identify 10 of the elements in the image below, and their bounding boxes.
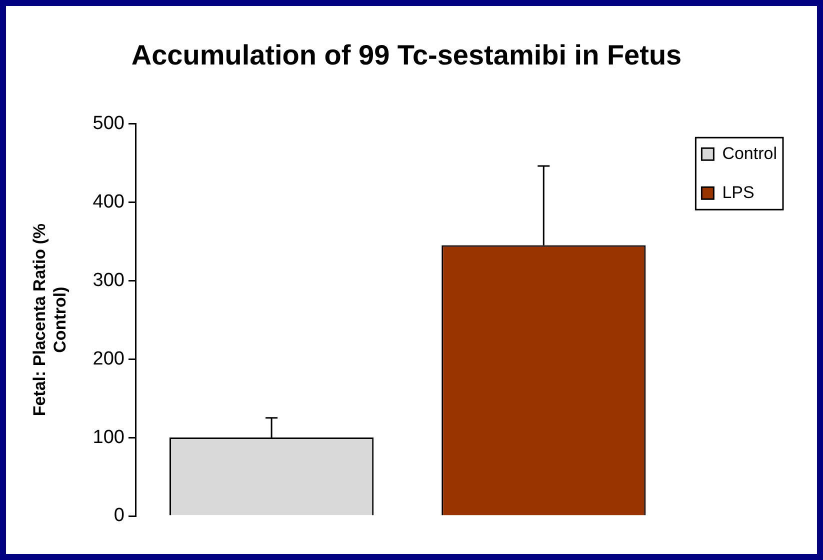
y-tick-label: 100: [92, 426, 124, 448]
chart-title: Accumulation of 99 Tc-sestamibi in Fetus: [131, 40, 682, 71]
y-tick-label: 300: [92, 270, 124, 291]
y-axis-title: Fetal: Placenta Ratio (% Control): [30, 223, 70, 416]
y-tick-label: 200: [92, 348, 124, 370]
legend-label: Control: [722, 144, 778, 163]
y-tick-label: 500: [92, 112, 124, 134]
legend-label: LPS: [722, 182, 754, 202]
y-tick-label: 400: [92, 191, 124, 212]
y-tick-label: 0: [114, 505, 124, 526]
